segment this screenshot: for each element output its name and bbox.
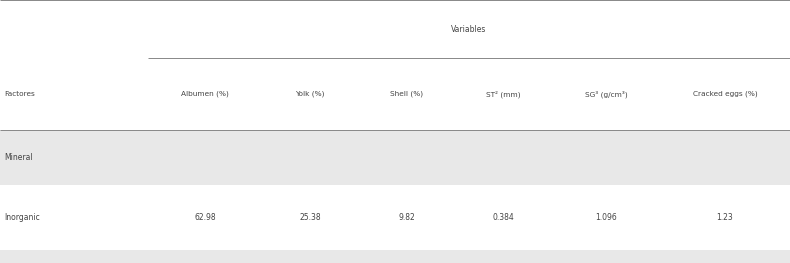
Text: Yolk (%): Yolk (%) [295,91,325,97]
Bar [0,58,790,130]
Bar [0,185,790,250]
Text: Mineral: Mineral [4,153,32,162]
Text: Cracked eggs (%): Cracked eggs (%) [693,91,758,97]
Text: Factores: Factores [4,91,35,97]
Text: 25.38: 25.38 [299,213,321,222]
Text: 0.384: 0.384 [493,213,514,222]
Text: Shell (%): Shell (%) [390,91,423,97]
Text: Variables: Variables [451,24,487,33]
Text: ST² (mm): ST² (mm) [486,90,521,98]
Bar [0,0,790,58]
Bar [0,130,790,185]
Text: 62.98: 62.98 [194,213,216,222]
Text: SG³ (g/cm³): SG³ (g/cm³) [585,90,627,98]
Text: Albumen (%): Albumen (%) [181,91,229,97]
Text: 9.82: 9.82 [398,213,415,222]
Bar [0,250,790,263]
Text: 1.23: 1.23 [717,213,733,222]
Text: 1.096: 1.096 [595,213,617,222]
Text: Inorganic: Inorganic [4,213,40,222]
